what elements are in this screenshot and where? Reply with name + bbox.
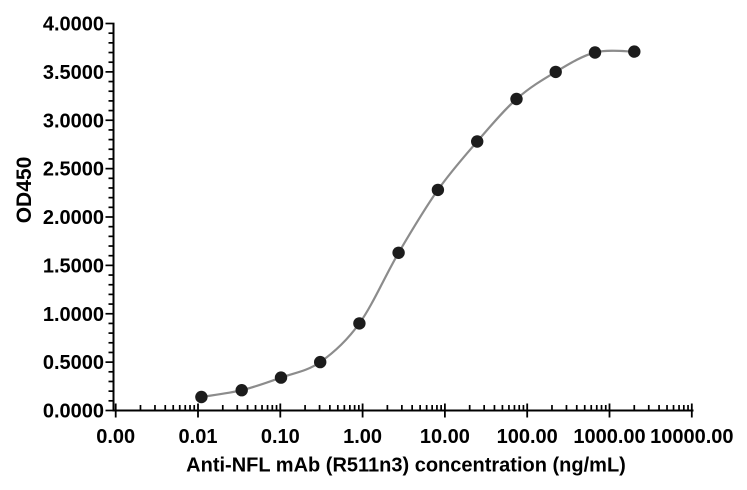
data-point <box>510 92 523 106</box>
data-point <box>274 371 288 384</box>
y-tick-label: 3.5000 <box>43 62 104 84</box>
data-point <box>353 317 366 330</box>
x-tick-label: 10000.00 <box>650 426 733 448</box>
y-axis-title: OD450 <box>13 156 36 224</box>
x-tick-label: 10.00 <box>420 426 470 448</box>
y-tick-label: 3.0000 <box>43 110 104 132</box>
y-tick-label: 1.0000 <box>43 304 104 326</box>
y-tick-label: 2.0000 <box>43 207 104 229</box>
data-point <box>471 135 484 148</box>
x-tick-label: 1000.00 <box>573 426 645 448</box>
y-tick-label: 0.5000 <box>43 352 104 374</box>
data-point <box>235 384 248 397</box>
y-tick-label: 0.0000 <box>43 401 104 423</box>
y-tick-label: 4.0000 <box>43 14 104 36</box>
y-tick-label: 1.5000 <box>43 255 104 277</box>
data-point <box>588 46 602 59</box>
x-tick-label: 1.00 <box>343 426 382 448</box>
data-point <box>549 65 562 79</box>
x-tick-label: 0.00 <box>96 426 135 448</box>
y-tick-label: 2.5000 <box>43 159 104 181</box>
data-point <box>314 355 327 369</box>
x-tick-label: 0.01 <box>179 426 218 448</box>
data-point <box>431 183 445 197</box>
x-axis-title: Anti-NFL mAb (R511n3) concentration (ng/… <box>186 454 626 477</box>
data-point <box>628 45 641 58</box>
x-tick-label: 100.00 <box>497 426 558 448</box>
data-point <box>195 390 208 404</box>
fit-curve <box>201 49 635 399</box>
data-point <box>392 246 405 259</box>
x-tick-label: 0.10 <box>261 426 300 448</box>
